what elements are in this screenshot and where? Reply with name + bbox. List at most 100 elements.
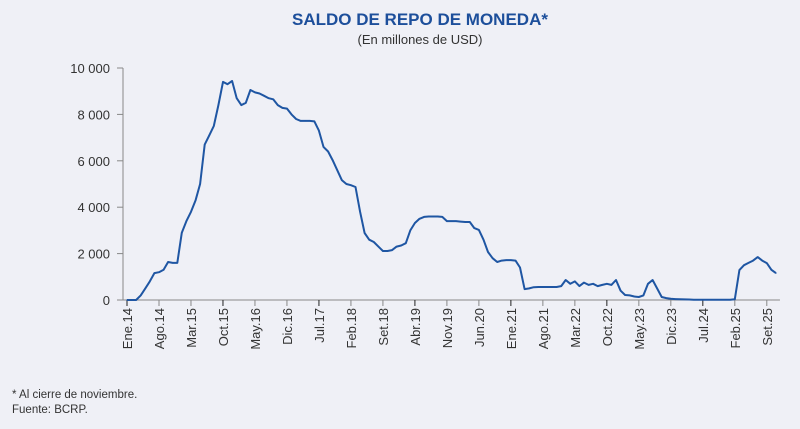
chart-subtitle: (En millones de USD) xyxy=(357,32,483,47)
data-point xyxy=(318,130,320,132)
data-point xyxy=(738,269,740,271)
x-tick-label: Set.18 xyxy=(376,308,391,346)
data-point xyxy=(469,221,471,223)
data-point xyxy=(414,222,416,224)
data-point xyxy=(213,125,215,127)
x-tick-label: Jun.20 xyxy=(472,308,487,347)
x-tick-label: Mar.15 xyxy=(184,308,199,348)
data-point xyxy=(601,284,603,286)
data-point xyxy=(743,264,745,266)
data-point xyxy=(176,262,178,264)
x-tick-label: Oct.22 xyxy=(600,308,615,346)
data-point xyxy=(702,299,704,301)
data-point xyxy=(455,220,457,222)
data-point xyxy=(286,108,288,110)
data-point xyxy=(350,184,352,186)
data-point xyxy=(492,257,494,259)
data-point xyxy=(423,216,425,218)
data-point xyxy=(629,294,631,296)
data-point xyxy=(231,80,233,82)
data-point xyxy=(199,183,201,185)
data-point xyxy=(126,299,128,301)
data-point xyxy=(775,272,777,274)
data-point xyxy=(482,239,485,241)
data-point xyxy=(153,272,156,274)
data-point xyxy=(245,102,247,104)
data-point xyxy=(460,220,462,223)
data-point xyxy=(533,286,535,288)
data-point xyxy=(226,83,229,85)
data-point xyxy=(501,259,503,262)
data-point xyxy=(647,283,649,285)
data-point xyxy=(437,215,439,218)
data-point xyxy=(697,299,699,301)
data-point xyxy=(496,261,498,263)
data-point xyxy=(638,296,640,298)
data-point xyxy=(560,285,562,287)
data-point xyxy=(359,211,361,213)
data-point xyxy=(711,299,713,301)
x-tick-label: Dic.16 xyxy=(280,308,295,345)
data-point xyxy=(208,134,210,136)
data-point xyxy=(217,104,219,106)
y-tick-label: 6 000 xyxy=(77,154,110,169)
data-point xyxy=(633,295,635,298)
data-point xyxy=(258,92,261,95)
data-point xyxy=(418,218,421,220)
data-point xyxy=(373,241,375,243)
data-point xyxy=(428,215,430,218)
data-point xyxy=(624,294,626,296)
data-point xyxy=(555,286,558,288)
x-tick-label: Oct.15 xyxy=(216,308,231,346)
data-point xyxy=(400,244,402,247)
data-point xyxy=(747,262,750,264)
x-tick-label: Ene.21 xyxy=(504,308,519,349)
footnote: * Al cierre de noviembre. xyxy=(12,389,138,401)
data-point xyxy=(688,298,690,301)
data-point xyxy=(304,120,306,122)
data-point xyxy=(757,256,759,258)
data-point xyxy=(386,250,389,252)
data-point xyxy=(683,298,686,301)
data-point xyxy=(272,98,274,100)
data-point xyxy=(610,284,613,286)
data-point xyxy=(382,250,384,252)
data-point xyxy=(514,259,517,262)
data-point xyxy=(295,118,297,120)
x-tick-label: Set.25 xyxy=(760,308,775,346)
data-point xyxy=(185,220,188,222)
x-tick-label: Ene.14 xyxy=(120,308,135,349)
data-point xyxy=(587,284,590,286)
data-point xyxy=(651,279,654,281)
x-tick-label: Ago.21 xyxy=(536,308,551,349)
data-point xyxy=(642,294,645,296)
data-point xyxy=(391,249,393,251)
data-point xyxy=(222,81,224,83)
data-point xyxy=(752,259,754,262)
data-point xyxy=(446,220,448,222)
data-point xyxy=(592,283,594,285)
data-point xyxy=(565,279,567,281)
data-point xyxy=(368,239,370,241)
data-point xyxy=(181,232,183,234)
data-point xyxy=(606,283,608,285)
x-tick-label: May.23 xyxy=(632,308,647,350)
data-point xyxy=(194,199,197,201)
data-point xyxy=(715,299,718,301)
data-point xyxy=(674,298,677,300)
data-point xyxy=(770,269,772,271)
data-point xyxy=(130,299,133,301)
data-point xyxy=(510,259,512,261)
data-point xyxy=(364,232,366,234)
data-point xyxy=(551,286,553,288)
y-tick-label: 10 000 xyxy=(70,61,110,76)
x-tick-label: Ago.14 xyxy=(152,308,167,349)
y-tick-label: 0 xyxy=(103,293,110,308)
x-tick-label: Nov.19 xyxy=(440,308,455,348)
data-point xyxy=(679,298,681,300)
data-point xyxy=(254,91,256,93)
data-point xyxy=(615,279,617,281)
data-point xyxy=(377,246,379,248)
data-point xyxy=(144,287,146,289)
data-point xyxy=(268,97,270,99)
